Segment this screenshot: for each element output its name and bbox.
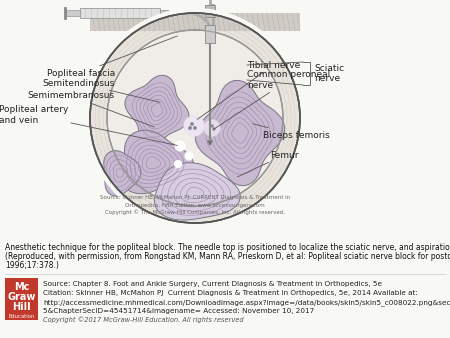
Polygon shape [195,80,285,186]
Bar [65,10,80,16]
Circle shape [191,123,193,125]
Text: Tibial nerve: Tibial nerve [197,61,300,119]
Circle shape [213,128,215,130]
Text: http://accessmedicine.mhmedical.com/Downloadimage.aspx?image=/data/books/skin5/s: http://accessmedicine.mhmedical.com/Down… [43,299,450,306]
Text: Popliteal artery
and vein: Popliteal artery and vein [0,105,177,145]
Text: Education: Education [9,314,35,318]
Circle shape [189,127,191,129]
Text: Semimembranosus: Semimembranosus [28,92,154,127]
Text: Citation: Skinner HB, McMahon PJ  Current Diagnosis & Treatment in Orthopedics, : Citation: Skinner HB, McMahon PJ Current… [43,290,418,296]
Text: Mc: Mc [14,282,29,292]
Circle shape [211,125,213,127]
Bar [80,8,160,18]
Circle shape [194,127,196,129]
Circle shape [90,13,300,223]
Circle shape [184,116,204,136]
Circle shape [185,152,193,160]
Circle shape [175,161,181,168]
Circle shape [175,141,185,151]
Text: Orthopedics, Fifth Edition. www.accesssurgery.com: Orthopedics, Fifth Edition. www.accesssu… [125,202,265,208]
Polygon shape [121,130,194,194]
Polygon shape [104,151,141,196]
Circle shape [107,30,283,206]
Text: (Reproduced, with permission, from Rongstad KM, Mann RA, Prieskorn D, et al: Pop: (Reproduced, with permission, from Rongs… [5,252,450,261]
Text: Femur: Femur [238,150,298,177]
Bar [160,10,168,16]
Bar [5,278,38,320]
Polygon shape [154,163,240,220]
Bar [205,5,215,17]
Polygon shape [125,75,189,145]
Text: Source: Skinner HB, McMahon PJ: CURRENT Diagnosis & Treatment in: Source: Skinner HB, McMahon PJ: CURRENT … [100,195,290,200]
Bar [90,13,300,31]
Text: Source: Chapter 8. Foot and Ankle Surgery, Current Diagnosis & Treatment in Orth: Source: Chapter 8. Foot and Ankle Surger… [43,281,382,287]
Text: Common peroneal
nerve: Common peroneal nerve [213,70,330,129]
Text: 1996;17:378.): 1996;17:378.) [5,261,59,270]
Text: Hill: Hill [12,302,31,312]
Text: Popliteal fascia: Popliteal fascia [47,36,177,77]
Text: Anesthetic technique for the popliteal block. The needle top is positioned to lo: Anesthetic technique for the popliteal b… [5,243,450,252]
Text: Copyright © The McGraw-Hill Companies, Inc. All rights reserved.: Copyright © The McGraw-Hill Companies, I… [105,209,285,215]
Circle shape [204,120,220,136]
Text: Semitendinosus: Semitendinosus [43,78,160,102]
Text: Copyright ©2017 McGraw-Hill Education. All rights reserved: Copyright ©2017 McGraw-Hill Education. A… [43,316,243,323]
Text: Graw: Graw [7,292,36,302]
Text: Sciatic
nerve: Sciatic nerve [310,64,344,83]
Bar [205,25,215,43]
Text: 5&ChapterSecID=45451714&imagename= Accessed: November 10, 2017: 5&ChapterSecID=45451714&imagename= Acces… [43,308,314,314]
Circle shape [90,13,300,223]
Text: Biceps femoris: Biceps femoris [253,124,330,140]
